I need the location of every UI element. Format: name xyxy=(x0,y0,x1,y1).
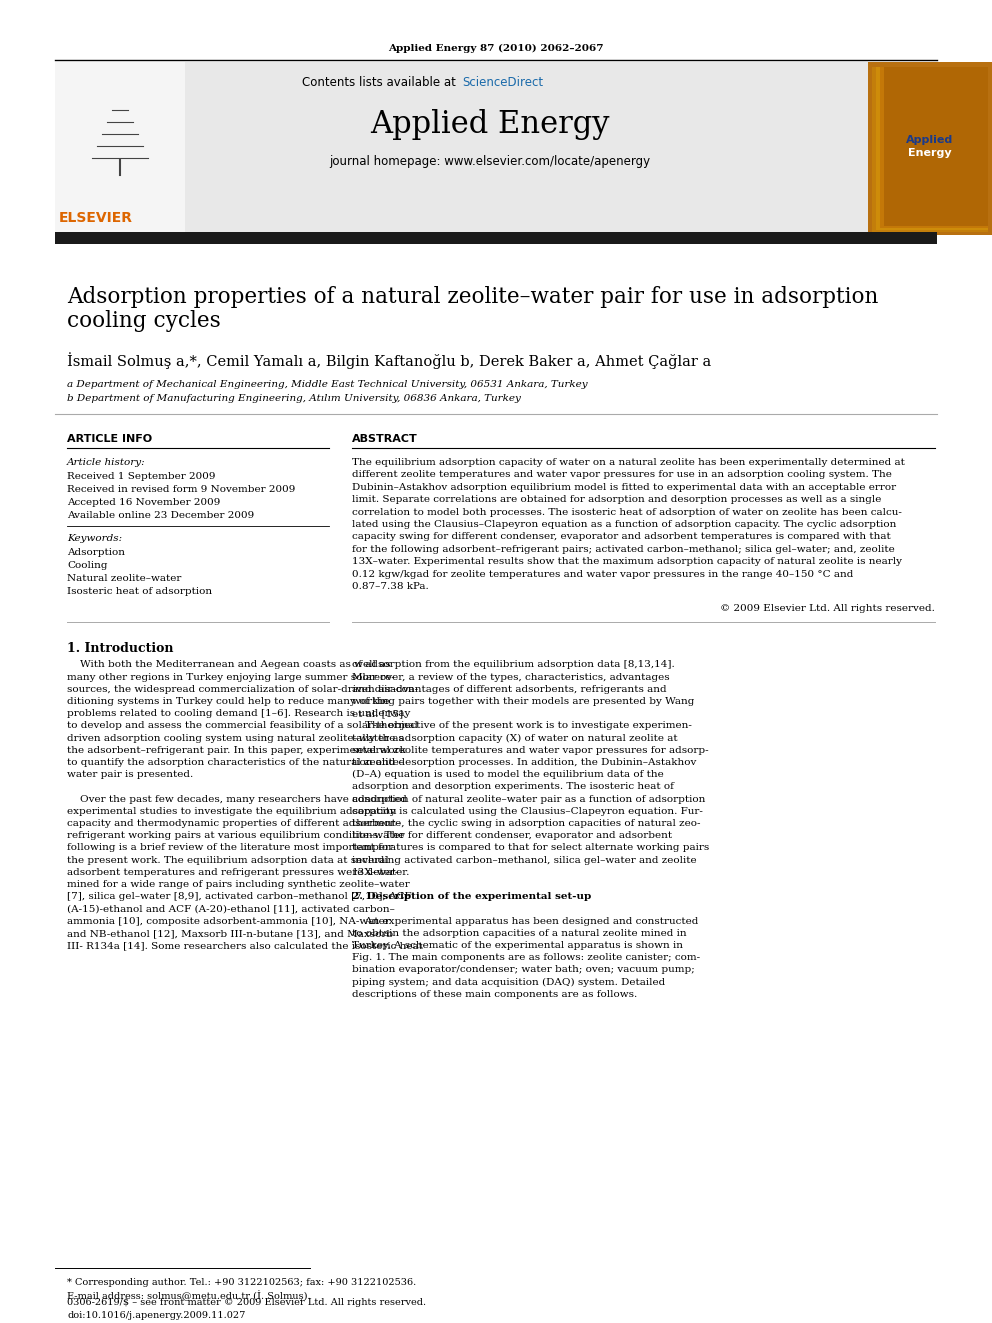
Text: Accepted 16 November 2009: Accepted 16 November 2009 xyxy=(67,497,220,507)
Text: driven adsorption cooling system using natural zeolite–water as: driven adsorption cooling system using n… xyxy=(67,733,404,742)
Text: With both the Mediterranean and Aegean coasts as well as: With both the Mediterranean and Aegean c… xyxy=(67,660,391,669)
Text: * Corresponding author. Tel.: +90 3122102563; fax: +90 3122102536.: * Corresponding author. Tel.: +90 312210… xyxy=(67,1278,417,1287)
Text: 0.87–7.38 kPa.: 0.87–7.38 kPa. xyxy=(352,582,429,591)
Bar xyxy=(880,67,988,228)
Text: ScienceDirect: ScienceDirect xyxy=(462,77,544,90)
Text: b Department of Manufacturing Engineering, Atılım University, 06836 Ankara, Turk: b Department of Manufacturing Engineerin… xyxy=(67,394,521,404)
Text: capacity and thermodynamic properties of different adsorbent–: capacity and thermodynamic properties of… xyxy=(67,819,401,828)
Text: 1. Introduction: 1. Introduction xyxy=(67,643,174,655)
Text: Energy: Energy xyxy=(909,148,951,157)
Bar xyxy=(55,62,937,235)
Text: Fig. 1. The main components are as follows: zeolite canister; com-: Fig. 1. The main components are as follo… xyxy=(352,953,700,962)
Text: several zeolite temperatures and water vapor pressures for adsorp-: several zeolite temperatures and water v… xyxy=(352,746,708,755)
Text: [7], silica gel–water [8,9], activated carbon–methanol [7,10], ACF: [7], silica gel–water [8,9], activated c… xyxy=(67,892,412,901)
Text: The objective of the present work is to investigate experimen-: The objective of the present work is to … xyxy=(352,721,691,730)
Text: Adsorption properties of a natural zeolite–water pair for use in adsorption: Adsorption properties of a natural zeoli… xyxy=(67,286,878,308)
Bar xyxy=(868,62,992,235)
Text: Applied: Applied xyxy=(907,135,953,146)
Text: limit. Separate correlations are obtained for adsorption and desorption processe: limit. Separate correlations are obtaine… xyxy=(352,495,881,504)
Text: İsmail Solmuş a,*, Cemil Yamalı a, Bilgin Kaftanoğlu b, Derek Baker a, Ahmet Çağ: İsmail Solmuş a,*, Cemil Yamalı a, Bilgi… xyxy=(67,352,711,369)
Text: Moreover, a review of the types, characteristics, advantages: Moreover, a review of the types, charact… xyxy=(352,672,670,681)
Text: piping system; and data acquisition (DAQ) system. Detailed: piping system; and data acquisition (DAQ… xyxy=(352,978,666,987)
Text: Isosteric heat of adsorption: Isosteric heat of adsorption xyxy=(67,587,212,595)
Text: journal homepage: www.elsevier.com/locate/apenergy: journal homepage: www.elsevier.com/locat… xyxy=(329,156,651,168)
Bar xyxy=(876,67,988,230)
Text: including activated carbon–methanol, silica gel–water and zeolite: including activated carbon–methanol, sil… xyxy=(352,856,696,865)
Text: a Department of Mechanical Engineering, Middle East Technical University, 06531 : a Department of Mechanical Engineering, … xyxy=(67,380,587,389)
Text: 2. Description of the experimental set-up: 2. Description of the experimental set-u… xyxy=(352,892,591,901)
Text: lated using the Clausius–Clapeyron equation as a function of adsorption capacity: lated using the Clausius–Clapeyron equat… xyxy=(352,520,897,529)
Text: (A-15)-ethanol and ACF (A-20)-ethanol [11], activated carbon–: (A-15)-ethanol and ACF (A-20)-ethanol [1… xyxy=(67,905,395,913)
Text: et al. [15].: et al. [15]. xyxy=(352,709,407,718)
Text: cooling cycles: cooling cycles xyxy=(67,310,221,332)
Text: to obtain the adsorption capacities of a natural zeolite mined in: to obtain the adsorption capacities of a… xyxy=(352,929,686,938)
Text: capacity is calculated using the Clausius–Clapeyron equation. Fur-: capacity is calculated using the Clausiu… xyxy=(352,807,703,816)
Text: Article history:: Article history: xyxy=(67,458,146,467)
Text: adsorption and desorption experiments. The isosteric heat of: adsorption and desorption experiments. T… xyxy=(352,782,674,791)
Text: experimental studies to investigate the equilibrium adsorption: experimental studies to investigate the … xyxy=(67,807,397,816)
Text: for the following adsorbent–refrigerant pairs; activated carbon–methanol; silica: for the following adsorbent–refrigerant … xyxy=(352,545,895,554)
Text: tion and desorption processes. In addition, the Dubinin–Astakhov: tion and desorption processes. In additi… xyxy=(352,758,696,767)
Text: working pairs together with their models are presented by Wang: working pairs together with their models… xyxy=(352,697,694,706)
Text: and disadvantages of different adsorbents, refrigerants and: and disadvantages of different adsorbent… xyxy=(352,685,667,693)
Text: ammonia [10], composite adsorbent-ammonia [10], NA-water: ammonia [10], composite adsorbent-ammoni… xyxy=(67,917,390,926)
Bar xyxy=(55,232,937,243)
Text: (D–A) equation is used to model the equilibrium data of the: (D–A) equation is used to model the equi… xyxy=(352,770,664,779)
Text: correlation to model both processes. The isosteric heat of adsorption of water o: correlation to model both processes. The… xyxy=(352,508,902,516)
Bar xyxy=(872,67,988,232)
Text: adsorption of natural zeolite–water pair as a function of adsorption: adsorption of natural zeolite–water pair… xyxy=(352,795,705,803)
Text: Available online 23 December 2009: Available online 23 December 2009 xyxy=(67,511,254,520)
Text: ELSEVIER: ELSEVIER xyxy=(59,210,133,225)
Text: doi:10.1016/j.apenergy.2009.11.027: doi:10.1016/j.apenergy.2009.11.027 xyxy=(67,1311,245,1320)
Text: Turkey. A schematic of the experimental apparatus is shown in: Turkey. A schematic of the experimental … xyxy=(352,941,683,950)
Text: 13X–water. Experimental results show that the maximum adsorption capacity of nat: 13X–water. Experimental results show tha… xyxy=(352,557,902,566)
Text: Applied Energy 87 (2010) 2062–2067: Applied Energy 87 (2010) 2062–2067 xyxy=(388,44,604,53)
Text: 0.12 kgw/kgad for zeolite temperatures and water vapor pressures in the range 40: 0.12 kgw/kgad for zeolite temperatures a… xyxy=(352,570,853,578)
Text: many other regions in Turkey enjoying large summer solar re-: many other regions in Turkey enjoying la… xyxy=(67,672,395,681)
Text: the present work. The equilibrium adsorption data at several: the present work. The equilibrium adsorp… xyxy=(67,856,389,865)
Text: Received 1 September 2009: Received 1 September 2009 xyxy=(67,472,215,482)
Text: ABSTRACT: ABSTRACT xyxy=(352,434,418,445)
Text: different zeolite temperatures and water vapor pressures for use in an adsorptio: different zeolite temperatures and water… xyxy=(352,471,892,479)
Text: adsorbent temperatures and refrigerant pressures were deter-: adsorbent temperatures and refrigerant p… xyxy=(67,868,398,877)
Text: temperatures is compared to that for select alternate working pairs: temperatures is compared to that for sel… xyxy=(352,843,709,852)
Text: following is a brief review of the literature most important for: following is a brief review of the liter… xyxy=(67,843,393,852)
Text: to develop and assess the commercial feasibility of a solar-thermal: to develop and assess the commercial fea… xyxy=(67,721,418,730)
Text: Dubinin–Astakhov adsorption equilibrium model is fitted to experimental data wit: Dubinin–Astakhov adsorption equilibrium … xyxy=(352,483,896,492)
Text: Adsorption: Adsorption xyxy=(67,548,125,557)
Text: 13X–water.: 13X–water. xyxy=(352,868,411,877)
Text: capacity swing for different condenser, evaporator and adsorbent temperatures is: capacity swing for different condenser, … xyxy=(352,532,891,541)
Text: Keywords:: Keywords: xyxy=(67,534,122,542)
Text: Cooling: Cooling xyxy=(67,561,107,570)
Text: mined for a wide range of pairs including synthetic zeolite–water: mined for a wide range of pairs includin… xyxy=(67,880,410,889)
Text: ARTICLE INFO: ARTICLE INFO xyxy=(67,434,152,445)
Text: lite–water for different condenser, evaporator and adsorbent: lite–water for different condenser, evap… xyxy=(352,831,673,840)
Text: problems related to cooling demand [1–6]. Research is underway: problems related to cooling demand [1–6]… xyxy=(67,709,411,718)
Text: sources, the widespread commercialization of solar-driven air-con-: sources, the widespread commercializatio… xyxy=(67,685,418,693)
Text: Applied Energy: Applied Energy xyxy=(370,110,610,140)
Text: bination evaporator/condenser; water bath; oven; vacuum pump;: bination evaporator/condenser; water bat… xyxy=(352,966,694,975)
Text: ditioning systems in Turkey could help to reduce many of the: ditioning systems in Turkey could help t… xyxy=(67,697,390,706)
Text: refrigerant working pairs at various equilibrium conditions. The: refrigerant working pairs at various equ… xyxy=(67,831,405,840)
Bar xyxy=(884,67,988,226)
Text: of adsorption from the equilibrium adsorption data [8,13,14].: of adsorption from the equilibrium adsor… xyxy=(352,660,675,669)
Text: and NB-ethanol [12], Maxsorb III-n-butane [13], and Maxsorb: and NB-ethanol [12], Maxsorb III-n-butan… xyxy=(67,929,393,938)
Text: 0306-2619/$ – see front matter © 2009 Elsevier Ltd. All rights reserved.: 0306-2619/$ – see front matter © 2009 El… xyxy=(67,1298,427,1307)
Text: the adsorbent–refrigerant pair. In this paper, experimental work: the adsorbent–refrigerant pair. In this … xyxy=(67,746,406,755)
Bar xyxy=(55,62,185,235)
Text: © 2009 Elsevier Ltd. All rights reserved.: © 2009 Elsevier Ltd. All rights reserved… xyxy=(720,605,935,614)
Text: Received in revised form 9 November 2009: Received in revised form 9 November 2009 xyxy=(67,486,296,493)
Text: tally the adsorption capacity (X) of water on natural zeolite at: tally the adsorption capacity (X) of wat… xyxy=(352,733,678,742)
Text: Over the past few decades, many researchers have conducted: Over the past few decades, many research… xyxy=(67,795,407,803)
Text: to quantify the adsorption characteristics of the natural zeolite–: to quantify the adsorption characteristi… xyxy=(67,758,404,767)
Text: III- R134a [14]. Some researchers also calculated the isosteric heat: III- R134a [14]. Some researchers also c… xyxy=(67,941,423,950)
Text: descriptions of these main components are as follows.: descriptions of these main components ar… xyxy=(352,990,637,999)
Text: E-mail address: solmus@metu.edu.tr (İ. Solmuş).: E-mail address: solmus@metu.edu.tr (İ. S… xyxy=(67,1290,310,1301)
Text: Contents lists available at: Contents lists available at xyxy=(303,77,460,90)
Text: The equilibrium adsorption capacity of water on a natural zeolite has been exper: The equilibrium adsorption capacity of w… xyxy=(352,458,905,467)
Text: thermore, the cyclic swing in adsorption capacities of natural zeo-: thermore, the cyclic swing in adsorption… xyxy=(352,819,700,828)
Text: Natural zeolite–water: Natural zeolite–water xyxy=(67,574,182,583)
Text: water pair is presented.: water pair is presented. xyxy=(67,770,193,779)
Text: An experimental apparatus has been designed and constructed: An experimental apparatus has been desig… xyxy=(352,917,698,926)
